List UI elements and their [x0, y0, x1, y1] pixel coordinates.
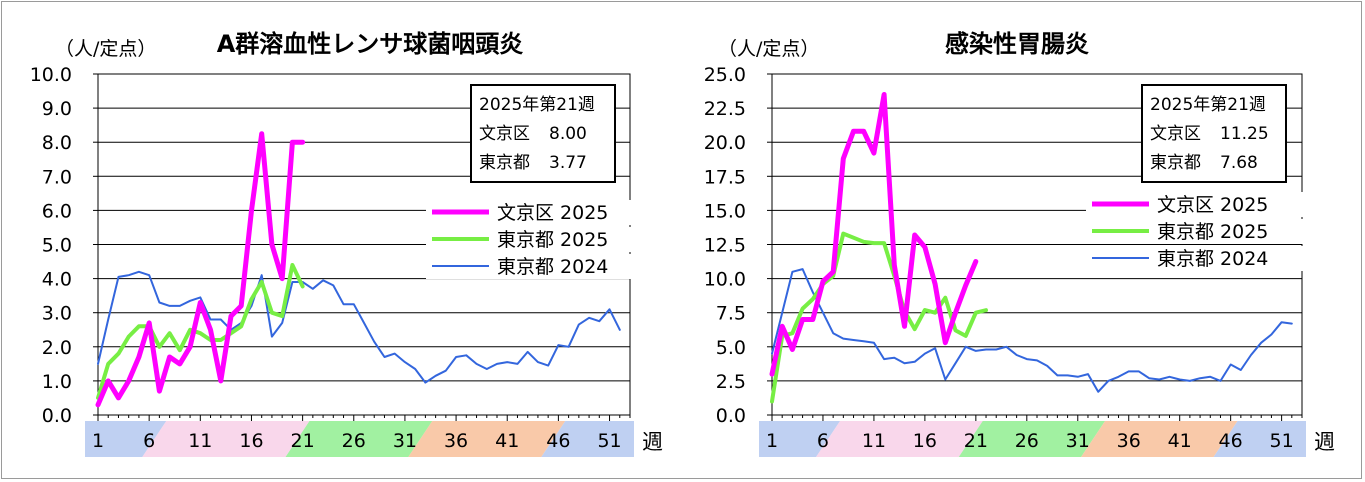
y-tick-label: 2.5 [716, 371, 746, 393]
y-tick-label: 5.0 [716, 337, 746, 359]
legend-label: 文京区 2025 [497, 202, 608, 224]
info-box-ward-label: 文京区 [479, 124, 530, 144]
info-box-week: 2025年第21週 [1150, 95, 1266, 115]
y-tick-label: 20.0 [704, 132, 746, 154]
info-box-ward-label: 文京区 [1150, 124, 1201, 144]
y-tick-label: 10.0 [30, 64, 72, 86]
info-box-week: 2025年第21週 [479, 95, 595, 115]
y-tick-label: 1.0 [42, 371, 72, 393]
x-tick-label: 1 [92, 430, 104, 452]
x-tick-label: 41 [495, 430, 519, 452]
season-band [285, 421, 433, 457]
x-tick-label: 51 [1270, 430, 1294, 452]
x-axis-unit: 週 [1314, 430, 1335, 454]
legend-label: 東京都 2025 [497, 229, 608, 251]
x-tick-label: 46 [546, 430, 570, 452]
y-tick-label: 3.0 [42, 303, 72, 325]
chart-group-a-strep: A群溶血性レンサ球菌咽頭炎 （人/定点） 0.0 1.0 2.0 3.0 4.0 5.0 6.0… [30, 30, 682, 457]
x-tick-label: 31 [1066, 430, 1090, 452]
season-band [541, 421, 634, 457]
series-line-東京都-2025 [96, 263, 305, 400]
season-band [1081, 421, 1238, 457]
info-box-tokyo-value: 3.77 [549, 153, 587, 173]
y-tick-label: 5.0 [42, 235, 72, 257]
y-tick-label: 15.0 [704, 200, 746, 222]
x-tick-label: 11 [862, 430, 886, 452]
y-tick-label: 0.0 [716, 405, 746, 427]
info-box-tokyo-label: 東京都 [1150, 153, 1201, 173]
season-band [759, 421, 841, 457]
x-tick-label: 36 [1117, 430, 1141, 452]
x-tick-label: 6 [143, 430, 155, 452]
season-band [408, 421, 566, 457]
y-tick-label: 10.0 [704, 269, 746, 291]
x-tick-label: 26 [342, 430, 366, 452]
y-tick-label: 22.5 [704, 98, 746, 120]
y-tick-label: 9.0 [42, 98, 72, 120]
series-line-東京都-2024 [771, 268, 1293, 393]
info-box-ward-value: 8.00 [549, 124, 587, 144]
x-axis-unit: 週 [642, 430, 663, 454]
y-tick-label: 7.5 [716, 303, 746, 325]
x-tick-label: 26 [1015, 430, 1039, 452]
y-unit-label: （人/定点） [55, 38, 156, 60]
season-band [816, 421, 983, 457]
x-tick-label: 31 [393, 430, 417, 452]
series-line-東京都-2025 [770, 231, 988, 404]
y-tick-label: 6.0 [42, 200, 72, 222]
legend-label: 東京都 2025 [1157, 221, 1268, 243]
chart-title: 感染性胃腸炎 [945, 30, 1089, 58]
series-line-東京都-2024 [97, 270, 621, 384]
season-band [85, 421, 167, 457]
y-tick-label: 2.0 [42, 337, 72, 359]
series-line-文京区-2025 [95, 131, 306, 408]
x-tick-label: 6 [817, 430, 829, 452]
y-tick-label: 12.5 [704, 235, 746, 257]
y-tick-label: 7.0 [42, 166, 72, 188]
y-tick-label: 4.0 [42, 269, 72, 291]
x-tick-label: 46 [1219, 430, 1243, 452]
info-box-ward-value: 11.25 [1220, 124, 1269, 144]
x-tick-label: 1 [766, 430, 778, 452]
y-unit-label: （人/定点） [718, 38, 819, 60]
y-tick-label: 17.5 [704, 166, 746, 188]
chart-gastroenteritis: 感染性胃腸炎 （人/定点） 0.0 2.5 5.0 7.5 10.0 12.5 15.0 17.5… [704, 30, 1343, 457]
x-tick-label: 36 [444, 430, 468, 452]
legend-label: 東京都 2024 [1157, 248, 1268, 270]
legend-label: 文京区 2025 [1157, 194, 1268, 216]
x-tick-label: 41 [1168, 430, 1192, 452]
season-band [958, 421, 1106, 457]
x-tick-label: 11 [188, 430, 212, 452]
chart-title: A群溶血性レンサ球菌咽頭炎 [217, 30, 524, 58]
y-tick-label: 8.0 [42, 132, 72, 154]
x-tick-label: 16 [913, 430, 937, 452]
x-tick-label: 21 [291, 430, 315, 452]
info-box-tokyo-label: 東京都 [479, 153, 530, 173]
info-box [1141, 84, 1287, 183]
info-box-tokyo-value: 7.68 [1220, 153, 1258, 173]
season-band [1213, 421, 1306, 457]
x-tick-label: 16 [239, 430, 263, 452]
x-tick-label: 21 [964, 430, 988, 452]
y-tick-label: 25.0 [704, 64, 746, 86]
y-tick-label: 0.0 [42, 405, 72, 427]
info-box [470, 84, 616, 183]
legend-label: 東京都 2024 [497, 256, 608, 278]
x-tick-label: 51 [597, 430, 621, 452]
series-line-文京区-2025 [769, 92, 979, 377]
season-band [142, 421, 310, 457]
